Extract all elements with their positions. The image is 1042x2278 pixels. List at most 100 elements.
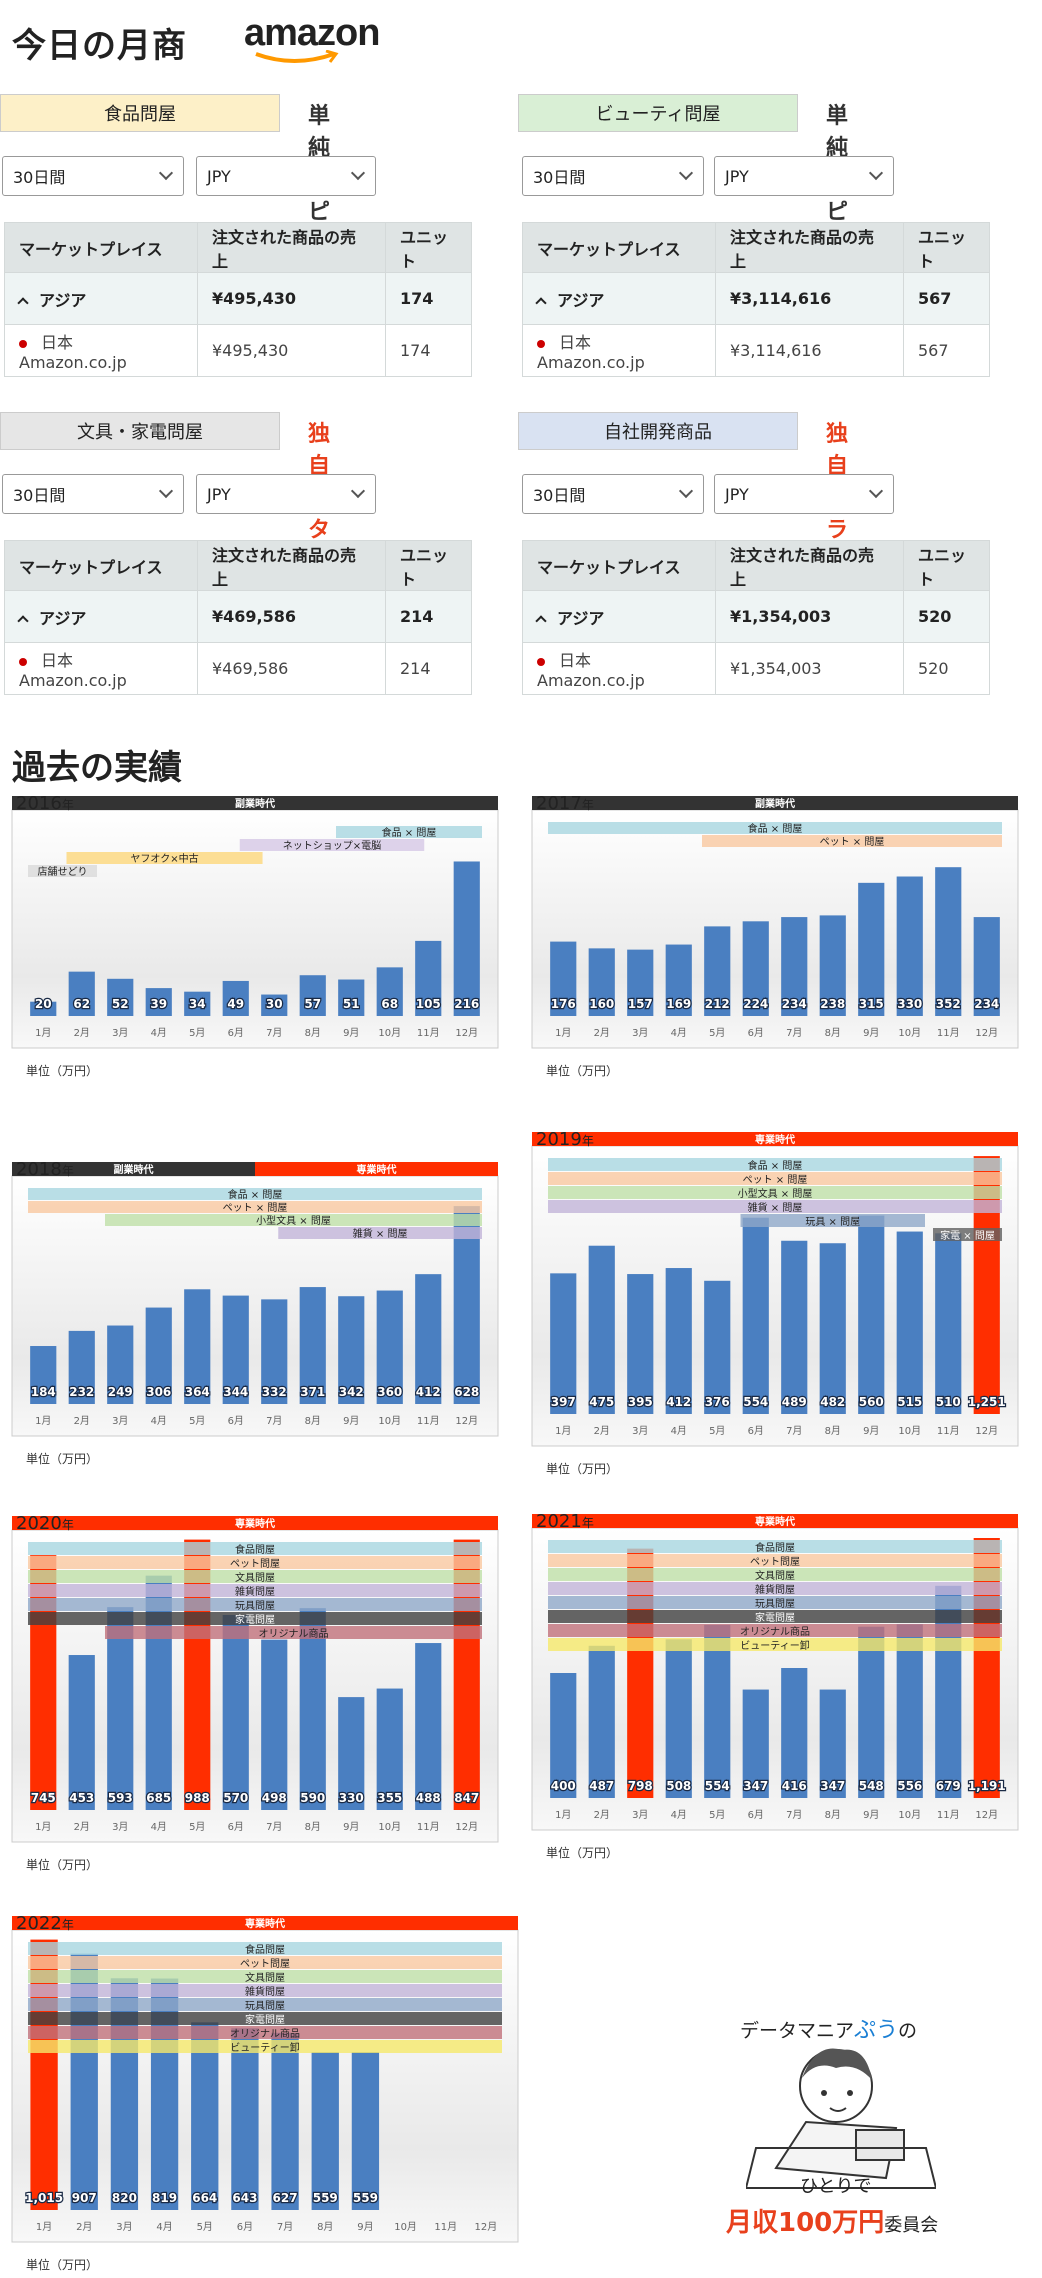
unit-label: 単位（万円） [26, 1064, 99, 1078]
period-select[interactable]: 30日間 [522, 474, 704, 514]
bar [627, 949, 654, 1016]
mascot-line3a: 月収100万円 [726, 2208, 885, 2238]
bar [550, 941, 577, 1016]
product-band [28, 1188, 482, 1200]
table-row[interactable]: アジア ¥3,114,616 567 [522, 272, 990, 325]
bar [222, 1615, 249, 1810]
bar-value-label: 395 [628, 1395, 653, 1409]
month-tick-label: 7月 [786, 1027, 802, 1039]
month-tick-label: 1月 [35, 1821, 51, 1833]
bar [665, 1639, 692, 1798]
currency-select[interactable]: JPY [196, 156, 376, 196]
product-band [28, 1201, 482, 1213]
product-band [548, 1172, 1002, 1185]
amazon-logo-text: amazon [244, 12, 380, 54]
product-band-label: 文具問屋 [235, 1571, 275, 1584]
month-tick-label: 8月 [317, 2221, 333, 2233]
chevron-up-icon[interactable] [17, 297, 29, 309]
product-band [28, 1598, 482, 1611]
table-row[interactable]: アジア ¥469,586 214 [4, 590, 472, 643]
sales-value: ¥1,354,003 [715, 590, 904, 643]
product-band-label: オリジナル商品 [740, 1625, 810, 1638]
bar-value-label: 344 [223, 1385, 248, 1399]
table-header: マーケットプレイス 注文された商品の売上 ユニット [4, 540, 472, 591]
chevron-down-icon [350, 483, 366, 499]
product-band [239, 839, 425, 851]
month-tick-label: 9月 [863, 1425, 879, 1437]
bar [415, 940, 442, 1016]
mascot-line1c: の [898, 2020, 918, 2042]
month-tick-label: 12月 [475, 2221, 498, 2233]
table-header: マーケットプレイス 注文された商品の売上 ユニット [4, 222, 472, 273]
currency-select[interactable]: JPY [714, 156, 894, 196]
bar-value-label: 559 [313, 2191, 338, 2205]
month-tick-label: 6月 [228, 1027, 244, 1039]
month-tick-label: 9月 [863, 1809, 879, 1821]
product-band [548, 1582, 1002, 1595]
bar [453, 1206, 480, 1404]
product-band-label: 家電 × 問屋 [940, 1229, 995, 1242]
period-select[interactable]: 30日間 [522, 156, 704, 196]
bar-value-label: 1,191 [968, 1779, 1006, 1793]
bar [30, 1001, 57, 1016]
bar [781, 917, 808, 1016]
bar [107, 978, 134, 1016]
chevron-up-icon[interactable] [17, 615, 29, 627]
bar [588, 1645, 615, 1798]
month-tick-label: 4月 [156, 2221, 172, 2233]
month-tick-label: 11月 [937, 1425, 960, 1437]
bar [453, 861, 480, 1016]
mascot-block: データマニアぷうの ひとりで 月収100万円委員会 [726, 1998, 956, 2258]
table-header: マーケットプレイス 注文された商品の売上 ユニット [522, 540, 990, 591]
column-header: マーケットプレイス [522, 222, 716, 273]
bar [107, 1607, 134, 1810]
chevron-up-icon[interactable] [535, 615, 547, 627]
sales-value: ¥469,586 [197, 590, 386, 643]
period-select[interactable]: 30日間 [2, 474, 184, 514]
bar-value-label: 685 [146, 1791, 171, 1805]
bar-value-label: 554 [743, 1395, 768, 1409]
currency-select[interactable]: JPY [714, 474, 894, 514]
product-band-label: 食品問屋 [245, 1943, 285, 1956]
bar-value-label: 416 [782, 1779, 807, 1793]
bar-value-label: 643 [232, 2191, 257, 2205]
chart-year: 2017年 [536, 793, 594, 814]
category-label: ビューティ問屋 [518, 94, 798, 132]
era-bar [532, 1132, 1018, 1146]
product-band [933, 1228, 1002, 1241]
period-select[interactable]: 30日間 [2, 156, 184, 196]
table-row[interactable]: アジア ¥495,430 174 [4, 272, 472, 325]
bar [819, 1689, 846, 1798]
product-band-label: ペット × 問屋 [743, 1174, 808, 1186]
bar [299, 1287, 326, 1404]
mascot-line2: ひとりで [800, 2176, 872, 2197]
currency-select[interactable]: JPY [196, 474, 376, 514]
bar [973, 1538, 1000, 1798]
bar [145, 988, 172, 1016]
marketplace-table: マーケットプレイス 注文された商品の売上 ユニット アジア ¥495,430 1… [4, 222, 472, 377]
category-label: 自社開発商品 [518, 412, 798, 450]
month-tick-label: 3月 [632, 1027, 648, 1039]
era-label: 副業時代 [755, 797, 795, 810]
table-row[interactable]: アジア ¥1,354,003 520 [522, 590, 990, 643]
product-band-label: 食品 × 問屋 [228, 1188, 283, 1201]
bar [299, 975, 326, 1016]
chevron-up-icon[interactable] [535, 297, 547, 309]
product-band [28, 1556, 482, 1569]
product-band [740, 1214, 925, 1227]
product-band [28, 1942, 502, 1955]
units-value: 214 [385, 590, 472, 643]
bar [973, 917, 1000, 1016]
month-tick-label: 5月 [709, 1425, 725, 1437]
bar [68, 1330, 95, 1404]
bar [588, 1245, 615, 1414]
product-band [548, 1568, 1002, 1581]
bar-value-label: 184 [31, 1385, 56, 1399]
category-label: 食品問屋 [0, 94, 280, 132]
bar-value-label: 52 [112, 997, 129, 1011]
sales-chart-2017: 副業時代 2017年 176 1月 160 2月 157 3月 169 4月 212 5月 224 6月 2… [531, 793, 1019, 1049]
unit-label: 単位（万円） [26, 2258, 99, 2272]
bar-value-label: 412 [416, 1385, 441, 1399]
month-tick-label: 8月 [305, 1821, 321, 1833]
product-band [278, 1227, 482, 1239]
